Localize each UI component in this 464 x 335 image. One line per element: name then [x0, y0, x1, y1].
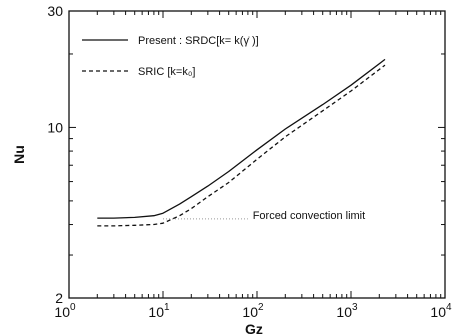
x-axis-label: Gz: [245, 321, 263, 335]
annotations: Forced convection limit: [163, 210, 365, 222]
y-tick-label: 30: [47, 3, 63, 19]
plot-frame: [68, 10, 446, 299]
x-tick-label: 100: [54, 302, 76, 320]
series-line-present: [97, 58, 386, 219]
series-line-sric: [97, 64, 386, 227]
legend-label: SRIC [k=k₀]: [138, 66, 195, 78]
series-lines: [97, 58, 386, 227]
x-tick-label: 101: [148, 302, 170, 320]
tick-marks: [68, 10, 445, 299]
annotation-label: Forced convection limit: [253, 210, 366, 222]
y-tick-label: 10: [47, 119, 63, 135]
axes: [68, 10, 446, 299]
legend: Present : SRDC[k= k(γ̇ )] SRIC [k=k₀]: [82, 35, 259, 78]
tick-labels: 100 101 102 103 104 2 10 30: [47, 3, 452, 320]
x-tick-label: 102: [242, 302, 264, 320]
y-tick-label: 2: [55, 290, 63, 306]
x-tick-label: 104: [430, 302, 452, 320]
y-axis-label: Nu: [11, 145, 27, 164]
x-tick-label: 103: [336, 302, 358, 320]
legend-label: Present : SRDC[k= k(γ̇ )]: [138, 35, 259, 47]
